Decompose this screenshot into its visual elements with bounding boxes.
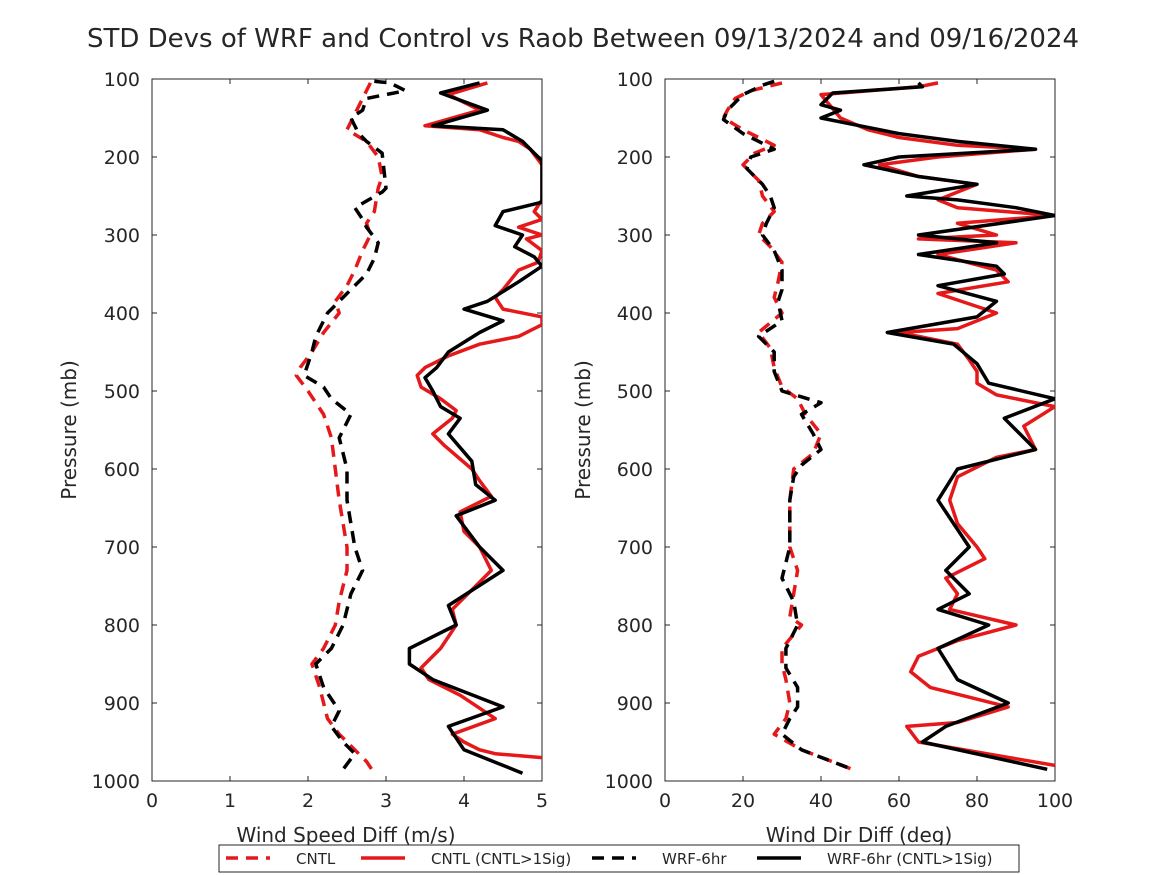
y-tick-label: 600 (104, 459, 140, 481)
x-tick-label: 0 (659, 790, 671, 812)
y-tick-label: 700 (104, 537, 140, 559)
y-tick-label: 400 (104, 303, 140, 325)
series-line-cntl (294, 82, 384, 775)
y-tick-label: 100 (104, 69, 140, 91)
legend-label: WRF-6hr (662, 850, 727, 868)
series-line-cntl (721, 81, 853, 771)
y-tick-label: 800 (617, 615, 653, 637)
x-tick-label: 80 (965, 790, 989, 812)
legend-label: CNTL (296, 850, 336, 868)
legend-label: WRF-6hr (CNTL>1Sig) (827, 850, 993, 868)
chart-panel-wind-speed: Pressure (mb) Wind Speed Diff (m/s) 0 1 2 3… (57, 69, 548, 847)
x-tick-label: 40 (809, 790, 833, 812)
y-axis-label: Pressure (mb) (571, 360, 595, 500)
x-tick-label: 4 (458, 790, 470, 812)
series-line-wrf-6hr-cntl-1sig (819, 81, 1055, 772)
y-tick-label: 700 (617, 537, 653, 559)
y-tick-label: 800 (104, 615, 140, 637)
y-tick-label: 500 (104, 381, 140, 403)
x-axis-label: Wind Speed Diff (m/s) (236, 823, 455, 847)
y-tick-label: 300 (104, 225, 140, 247)
x-tick-label: 100 (1037, 790, 1073, 812)
x-tick-label: 1 (224, 790, 236, 812)
y-tick-label: 200 (104, 147, 140, 169)
series-line-wrf-6hr (302, 79, 408, 771)
figure-title: STD Devs of WRF and Control vs Raob Betw… (87, 24, 1079, 54)
y-tick-label: 900 (104, 693, 140, 715)
x-tick-label: 20 (731, 790, 755, 812)
legend: CNTL CNTL (CNTL>1Sig) WRF-6hr WRF-6hr (CNTL… (218, 844, 1020, 873)
y-tick-label: 1000 (92, 771, 140, 793)
y-tick-label: 600 (617, 459, 653, 481)
legend-label: CNTL (CNTL>1Sig) (431, 850, 571, 868)
y-tick-label: 400 (617, 303, 653, 325)
axes-box (151, 78, 543, 782)
y-tick-label: 1000 (605, 771, 653, 793)
axes-box (664, 78, 1056, 782)
series-line-wrf-6hr-cntl-1sig (407, 81, 542, 775)
plot-area-wind-dir: 0 20 40 60 80 100 100 200 300 400 500 600 700 800 900 1… (605, 69, 1073, 812)
y-axis-label: Pressure (mb) (57, 360, 81, 500)
y-tick-label: 500 (617, 381, 653, 403)
x-axis-label: Wind Dir Diff (deg) (766, 823, 953, 847)
x-tick-label: 2 (302, 790, 314, 812)
series-line-cntl-cntl-1sig (819, 81, 1055, 768)
x-tick-label: 5 (536, 790, 548, 812)
series-line-cntl-cntl-1sig (415, 81, 542, 760)
plot-area-wind-speed: 0 1 2 3 4 5 100 200 300 400 500 600 700 800 900 1000 (92, 69, 548, 812)
y-tick-label: 900 (617, 693, 653, 715)
chart-panel-wind-dir: Pressure (mb) Wind Dir Diff (deg) 0 20 40 6… (571, 69, 1073, 847)
y-tick-label: 200 (617, 147, 653, 169)
y-tick-label: 300 (617, 225, 653, 247)
y-tick-label: 100 (617, 69, 653, 91)
x-tick-label: 3 (380, 790, 392, 812)
x-tick-label: 0 (146, 790, 158, 812)
series-line-wrf-6hr (721, 79, 853, 771)
x-tick-label: 60 (887, 790, 911, 812)
